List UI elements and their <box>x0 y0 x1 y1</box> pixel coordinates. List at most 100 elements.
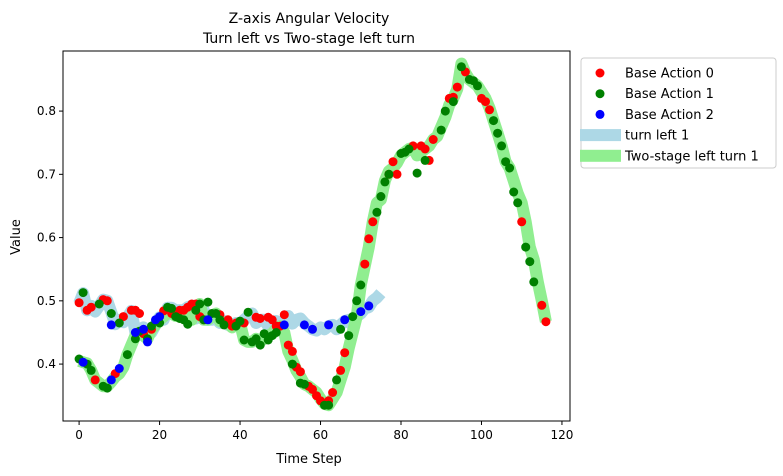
point-s0-36 <box>287 346 297 356</box>
point-s2-6 <box>143 337 152 347</box>
point-s0-2 <box>86 302 96 312</box>
point-s2-14 <box>340 315 350 325</box>
x-tick-label: 20 <box>152 428 167 442</box>
point-s0-7 <box>118 312 128 322</box>
point-s1-74 <box>521 242 531 252</box>
point-s1-71 <box>505 163 515 173</box>
point-s1-39 <box>271 328 281 337</box>
point-s1-44 <box>324 400 334 410</box>
legend-marker-1 <box>595 89 605 99</box>
point-s0-46 <box>340 348 350 358</box>
point-s1-47 <box>344 331 354 341</box>
legend-label-0: Base Action 0 <box>625 67 714 82</box>
point-s2-16 <box>364 301 374 311</box>
chart-subtitle: Turn left vs Two-stage left turn <box>202 31 415 47</box>
scatter-layer <box>74 62 551 410</box>
point-s2-4 <box>130 328 140 337</box>
point-s0-10 <box>135 309 144 318</box>
x-tick-label: 60 <box>313 428 328 442</box>
point-s1-52 <box>376 192 386 201</box>
point-s1-48 <box>348 312 358 322</box>
x-tick-label: 120 <box>550 428 573 442</box>
point-s1-60 <box>436 125 446 135</box>
point-s1-7 <box>106 309 116 318</box>
point-s1-66 <box>473 81 482 91</box>
y-axis-label: Value <box>9 219 24 255</box>
point-s2-1 <box>106 320 116 330</box>
point-s1-61 <box>440 106 450 116</box>
legend-band-swatch-1 <box>580 149 621 162</box>
point-s0-57 <box>428 135 438 144</box>
point-s1-49 <box>352 296 362 306</box>
point-s0-49 <box>368 217 378 227</box>
point-s2-0 <box>78 357 88 367</box>
point-s2-5 <box>139 324 148 334</box>
point-s2-12 <box>308 324 317 334</box>
point-s0-44 <box>328 388 338 397</box>
point-s0-47 <box>360 259 370 269</box>
point-s1-40 <box>287 359 297 369</box>
legend: Base Action 0 Base Action 1 Base Action 2 t… <box>580 57 777 169</box>
point-s0-67 <box>541 317 551 327</box>
point-s1-46 <box>336 324 346 334</box>
point-s1-53 <box>380 177 390 187</box>
x-tick-label: 0 <box>75 428 83 442</box>
legend-box <box>580 57 777 169</box>
point-s1-50 <box>356 280 366 290</box>
y-tick-label: 0.8 <box>37 104 56 118</box>
point-s2-11 <box>299 320 309 330</box>
band-2 <box>77 57 552 412</box>
point-s1-16 <box>167 303 177 313</box>
x-tick-label: 40 <box>232 428 247 442</box>
point-s0-5 <box>102 296 112 306</box>
point-s1-31 <box>239 335 249 345</box>
y-tick-label: 0.6 <box>37 231 56 245</box>
point-s1-22 <box>195 299 205 309</box>
point-s1-10 <box>130 334 140 344</box>
point-s2-8 <box>155 312 165 322</box>
point-s0-51 <box>388 157 398 167</box>
point-s0-66 <box>537 300 547 310</box>
point-s0-38 <box>295 367 305 377</box>
point-s0-55 <box>420 144 430 154</box>
legend-band-swatch-0 <box>580 129 621 142</box>
point-s1-8 <box>114 318 124 328</box>
point-s0-64 <box>485 105 494 115</box>
point-s2-15 <box>356 307 366 317</box>
point-s2-9 <box>203 315 213 325</box>
point-s1-28 <box>219 320 229 330</box>
point-s1-72 <box>509 187 519 197</box>
point-s1-57 <box>404 144 414 154</box>
legend-label-2: Base Action 2 <box>625 108 714 123</box>
point-s2-10 <box>279 320 289 330</box>
point-s1-1 <box>78 288 88 298</box>
y-tick-label: 0.4 <box>37 357 56 371</box>
point-s0-65 <box>517 217 527 227</box>
point-s2-13 <box>324 320 334 330</box>
point-s1-51 <box>372 207 382 217</box>
legend-band-label-1: Two-stage left turn 1 <box>624 149 759 164</box>
point-s1-59 <box>420 155 430 165</box>
point-s1-4 <box>94 299 104 309</box>
point-s0-29 <box>255 314 265 323</box>
point-s1-20 <box>183 319 193 329</box>
point-s1-32 <box>243 307 253 317</box>
point-s1-69 <box>497 141 507 151</box>
x-tick-label: 80 <box>393 428 408 442</box>
point-s0-3 <box>90 375 100 385</box>
point-s1-73 <box>513 198 523 208</box>
point-s1-75 <box>525 257 535 267</box>
point-s1-9 <box>122 350 132 360</box>
point-s0-34 <box>279 310 289 320</box>
point-s0-48 <box>364 234 374 244</box>
y-axis: 0.4 0.5 0.6 0.7 0.8 <box>37 104 63 371</box>
point-s1-35 <box>255 340 265 350</box>
point-s0-60 <box>452 82 462 92</box>
point-s1-3 <box>86 365 96 375</box>
point-s0-0 <box>74 298 84 308</box>
point-s1-45 <box>332 375 342 385</box>
y-tick-label: 0.5 <box>37 294 56 308</box>
point-s1-42 <box>299 379 309 389</box>
point-s1-54 <box>384 169 394 179</box>
